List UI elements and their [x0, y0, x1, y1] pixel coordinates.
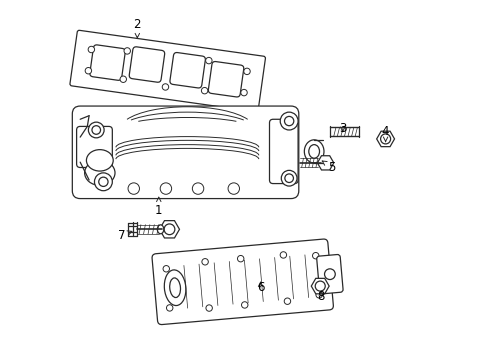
Circle shape: [88, 46, 94, 53]
Circle shape: [162, 84, 168, 90]
Text: 3: 3: [338, 122, 346, 135]
Circle shape: [284, 116, 293, 126]
Circle shape: [315, 292, 322, 298]
Circle shape: [166, 305, 173, 311]
Text: 1: 1: [155, 197, 162, 217]
Circle shape: [227, 183, 239, 194]
Circle shape: [280, 252, 286, 258]
Circle shape: [160, 183, 171, 194]
Circle shape: [201, 87, 207, 94]
FancyBboxPatch shape: [70, 30, 265, 112]
Circle shape: [205, 57, 212, 64]
Circle shape: [92, 126, 101, 134]
Circle shape: [315, 281, 325, 291]
Circle shape: [284, 298, 290, 305]
Text: 6: 6: [256, 281, 264, 294]
Circle shape: [281, 170, 296, 186]
Circle shape: [192, 183, 203, 194]
FancyBboxPatch shape: [152, 239, 333, 325]
Ellipse shape: [157, 225, 163, 234]
Ellipse shape: [84, 160, 115, 185]
Circle shape: [88, 122, 104, 138]
Circle shape: [124, 48, 130, 54]
Text: 4: 4: [381, 125, 388, 141]
Circle shape: [237, 256, 244, 262]
Circle shape: [280, 112, 298, 130]
Text: 5: 5: [322, 161, 335, 174]
Ellipse shape: [86, 150, 113, 171]
Circle shape: [120, 76, 126, 82]
Circle shape: [164, 224, 175, 235]
Ellipse shape: [164, 270, 185, 306]
FancyBboxPatch shape: [316, 255, 343, 294]
FancyBboxPatch shape: [77, 126, 112, 167]
Circle shape: [202, 258, 208, 265]
Circle shape: [324, 269, 335, 279]
Circle shape: [94, 173, 112, 191]
Text: 2: 2: [133, 18, 141, 38]
Text: 8: 8: [317, 289, 325, 303]
FancyBboxPatch shape: [269, 119, 298, 184]
Circle shape: [285, 174, 293, 183]
FancyBboxPatch shape: [170, 53, 205, 88]
Circle shape: [85, 68, 91, 74]
Circle shape: [312, 252, 318, 259]
Circle shape: [244, 68, 250, 75]
FancyBboxPatch shape: [129, 47, 164, 82]
Circle shape: [205, 305, 212, 311]
Ellipse shape: [304, 140, 324, 163]
Ellipse shape: [169, 278, 180, 297]
FancyBboxPatch shape: [208, 62, 244, 97]
Circle shape: [99, 177, 108, 186]
Circle shape: [241, 302, 247, 308]
Ellipse shape: [308, 145, 319, 158]
FancyBboxPatch shape: [90, 45, 125, 80]
Circle shape: [128, 183, 139, 194]
Circle shape: [380, 134, 390, 144]
FancyBboxPatch shape: [72, 106, 298, 199]
Circle shape: [163, 266, 169, 272]
Circle shape: [240, 89, 247, 96]
Text: 7: 7: [117, 229, 132, 242]
